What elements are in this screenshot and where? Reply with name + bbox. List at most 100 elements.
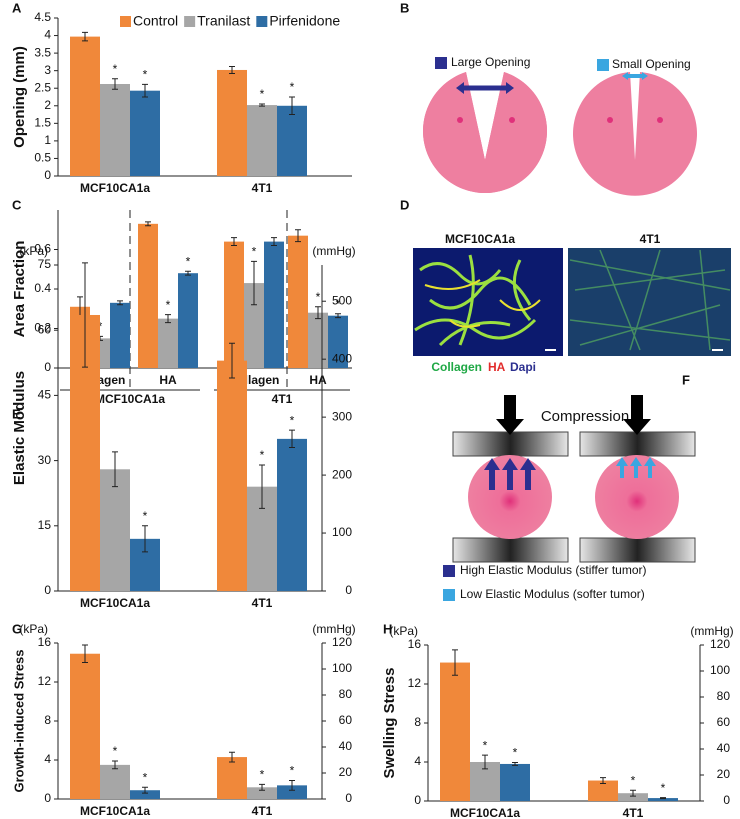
significance: * xyxy=(483,738,488,752)
legend-label: Control xyxy=(133,13,178,29)
micrograph xyxy=(568,248,731,356)
error-bar xyxy=(251,260,257,306)
significance: * xyxy=(98,320,103,334)
y2-tick-label: 200 xyxy=(332,467,352,481)
y2-tick-label: 100 xyxy=(332,525,352,539)
bar xyxy=(277,438,307,591)
y-tick-label: 75 xyxy=(38,257,52,271)
y-tick-label: 15 xyxy=(38,518,52,532)
bar xyxy=(618,793,648,801)
plate xyxy=(452,537,569,563)
x-tick-label: 4T1 xyxy=(623,806,644,819)
diagram-label: Small Opening xyxy=(612,57,691,71)
y-tick-label: 0.2 xyxy=(34,321,51,335)
error-bar xyxy=(229,65,235,74)
bar xyxy=(288,235,308,368)
bar xyxy=(277,105,307,176)
y-tick-label: 2.5 xyxy=(34,80,51,94)
bar xyxy=(244,283,264,368)
y-tick-label: 0.5 xyxy=(34,151,51,165)
y2-tick-label: 80 xyxy=(717,689,731,703)
error-bar xyxy=(259,103,265,107)
panel-letter: F xyxy=(682,372,690,387)
significance: * xyxy=(260,768,265,782)
y-tick-label: 16 xyxy=(38,635,52,649)
y2-tick-label: 120 xyxy=(332,635,352,649)
x-tick-label: HA xyxy=(159,373,177,387)
bar xyxy=(138,223,158,368)
diagram-title: Compression xyxy=(541,408,629,425)
significance: * xyxy=(113,62,118,76)
error-bar xyxy=(295,229,301,243)
y2-tick-label: 100 xyxy=(710,663,730,677)
bar xyxy=(328,315,348,368)
error-bar xyxy=(600,777,606,784)
y2-unit: (mmHg) xyxy=(312,244,355,258)
error-bar xyxy=(185,270,191,276)
panel-letter: G xyxy=(12,621,22,636)
y2-tick-label: 40 xyxy=(717,741,731,755)
y-tick-label: 0 xyxy=(44,583,51,597)
y-tick-label: 1.5 xyxy=(34,116,51,130)
plate xyxy=(579,431,696,457)
y2-tick-label: 120 xyxy=(710,637,730,651)
panel-letter: H xyxy=(383,621,392,636)
y-tick-label: 0 xyxy=(44,791,51,805)
bar xyxy=(178,273,198,368)
x-tick-label: MCF10CA1a xyxy=(450,806,520,819)
y-axis-label: Elastic Modulus xyxy=(11,371,28,485)
arrow xyxy=(496,395,651,435)
panel-letter: B xyxy=(400,0,409,15)
significance: * xyxy=(252,245,257,259)
tumor-closed xyxy=(573,72,697,196)
fiber xyxy=(424,279,541,328)
x-tick-label: MCF10CA1a xyxy=(80,804,150,818)
y-tick-label: 0.6 xyxy=(34,242,51,256)
significance: * xyxy=(513,746,518,760)
dot xyxy=(607,117,613,123)
y-tick-label: 16 xyxy=(408,637,422,651)
bar xyxy=(158,318,178,368)
y-tick-label: 0 xyxy=(44,168,51,182)
x-tick-label: HA xyxy=(309,373,327,387)
y-tick-label: 12 xyxy=(408,676,422,690)
y2-tick-label: 300 xyxy=(332,409,352,423)
image-title: 4T1 xyxy=(640,232,661,246)
tumor-open xyxy=(423,72,547,194)
force-arrow xyxy=(616,457,656,478)
bar xyxy=(110,302,130,368)
y2-unit: (mmHg) xyxy=(690,624,733,638)
group-label: MCF10CA1a xyxy=(95,392,165,406)
swatch xyxy=(597,59,609,71)
diagram-label: Large Opening xyxy=(451,55,530,69)
bar xyxy=(130,790,160,799)
y2-tick-label: 0 xyxy=(345,791,352,805)
x-tick-label: MCF10CA1a xyxy=(80,181,150,195)
y-tick-label: 4 xyxy=(44,28,51,42)
plate xyxy=(579,537,696,563)
error-bar xyxy=(142,525,148,553)
y-tick-label: 60 xyxy=(38,322,52,336)
bar xyxy=(588,780,618,801)
error-bar xyxy=(482,754,488,770)
panel-letter: E xyxy=(12,406,21,421)
error-bar xyxy=(335,313,341,319)
error-bar xyxy=(660,797,666,800)
image-title: MCF10CA1a xyxy=(445,232,515,246)
significance: * xyxy=(336,297,341,311)
y-axis-label: Area Fraction xyxy=(11,241,28,338)
bar xyxy=(277,785,307,799)
legend-swatch xyxy=(120,16,131,27)
significance: * xyxy=(186,254,191,268)
y-unit: (kPa) xyxy=(19,622,48,636)
y2-tick-label: 0 xyxy=(345,583,352,597)
force-arrow xyxy=(484,458,536,490)
y-tick-label: 4.5 xyxy=(34,10,51,24)
fiber xyxy=(414,254,537,347)
error-bar xyxy=(145,221,151,227)
error-bar xyxy=(289,96,295,116)
y2-tick-label: 500 xyxy=(332,293,352,307)
bar xyxy=(224,241,244,368)
group-label: 4T1 xyxy=(272,392,293,406)
y-tick-label: 2 xyxy=(44,98,51,112)
